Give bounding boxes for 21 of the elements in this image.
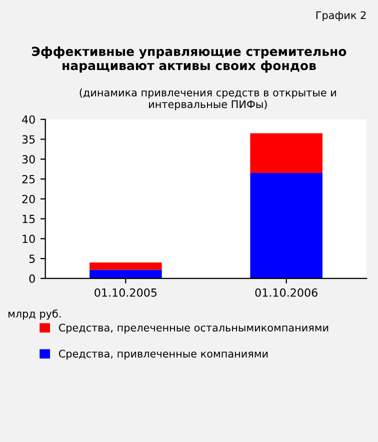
bar bbox=[250, 173, 322, 278]
y-tick-label: 25 bbox=[22, 174, 35, 184]
x-tick-label: 01.10.2005 bbox=[94, 288, 157, 297]
y-tick-label: 5 bbox=[29, 254, 35, 263]
bar bbox=[90, 262, 162, 270]
text: График 2 bbox=[316, 11, 366, 22]
y-tick-label: 40 bbox=[22, 115, 35, 124]
y-axis-title: млрд руб. bbox=[8, 309, 61, 320]
bar bbox=[250, 133, 322, 174]
chart-title: Эффективные управляющие стремительно наращивают активы своих фондов bbox=[32, 46, 346, 73]
bar bbox=[90, 270, 162, 278]
y-tick-label: 15 bbox=[22, 214, 35, 224]
x-tick-label: 01.10.2006 bbox=[255, 288, 318, 297]
y-tick-label: 30 bbox=[22, 155, 35, 164]
y-tick-label: 0 bbox=[29, 274, 35, 283]
y-tick-label: 10 bbox=[22, 234, 35, 244]
y-tick-label: 20 bbox=[22, 194, 35, 204]
chart-subtitle: (динамика привлечения средств в открытые и интервальные ПИФы) bbox=[80, 88, 336, 110]
y-tick-label: 35 bbox=[22, 135, 35, 144]
legend-label: Средства, привлеченные компаниями bbox=[58, 350, 268, 360]
legend-label: Средства, прелеченные остальнымикомпаниями bbox=[58, 324, 328, 334]
